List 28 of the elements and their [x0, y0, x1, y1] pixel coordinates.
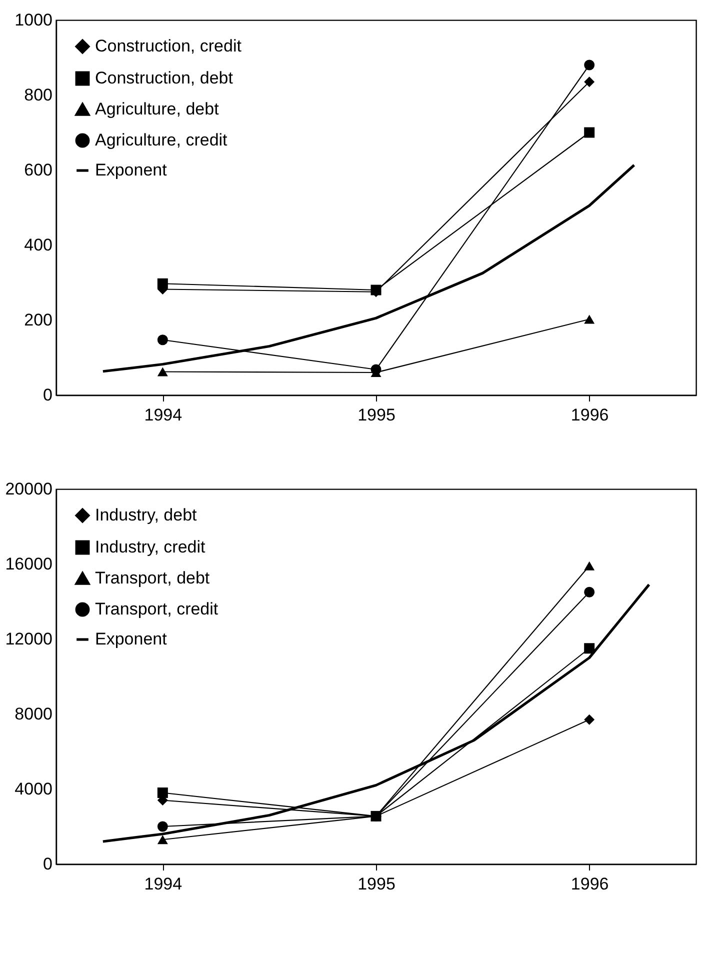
y-tick-label: 4000: [14, 780, 52, 798]
legend-label: Exponent: [95, 160, 168, 180]
x-tick-label: 1995: [358, 406, 396, 424]
y-tick-label: 200: [24, 310, 52, 330]
x-tick-label: 1995: [358, 874, 396, 894]
x-tick-label: 1996: [570, 874, 609, 894]
y-tick-label: 800: [24, 86, 52, 104]
y-tick-label: 8000: [14, 704, 52, 724]
legend-label: Agriculture, debt: [95, 100, 220, 118]
legend-label: Transport, credit: [95, 600, 218, 618]
legend-label: Industry, debt: [95, 506, 198, 524]
x-tick-label: 1994: [144, 874, 182, 894]
y-tick-label: 0: [43, 386, 52, 404]
y-tick-label: 12000: [5, 630, 52, 648]
y-tick-label: 400: [24, 236, 52, 254]
x-tick-label: 1994: [144, 406, 182, 424]
y-tick-label: 600: [24, 160, 52, 180]
x-tick-label: 1996: [570, 406, 609, 424]
y-tick-label: 20000: [5, 480, 52, 498]
legend-label: Transport, debt: [95, 568, 210, 588]
y-tick-label: 16000: [5, 554, 52, 574]
legend-label: Construction, debt: [95, 68, 234, 88]
y-tick-label: 0: [43, 854, 52, 874]
legend-label: Agriculture, credit: [95, 130, 228, 150]
legend-label: Construction, credit: [95, 36, 242, 56]
y-tick-label: 1000: [14, 10, 52, 30]
legend-label: Industry, credit: [95, 538, 206, 556]
legend-label: Exponent: [95, 630, 168, 648]
